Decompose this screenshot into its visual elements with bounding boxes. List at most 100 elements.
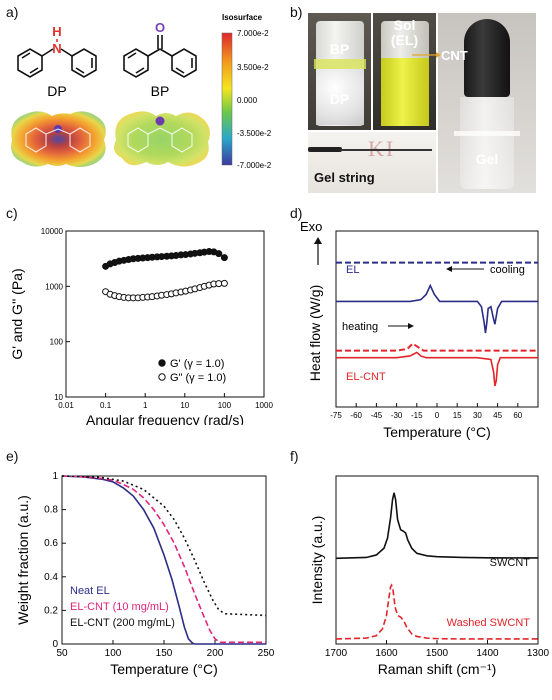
chart-e-ytick-label: 1 [52,471,58,482]
chart-d-ylabel: Heat flow (W/g) [307,285,323,381]
chart-d-exo-arrowhead [314,237,322,244]
vial-dp-text: DP [329,91,350,107]
gel-string-text: Gel string [314,170,375,185]
chart-d-xtick-label: -60 [350,411,362,420]
colorbar [221,32,233,166]
vial-bp-text: BP [329,41,350,57]
chart-f-xtick-label: 1500 [426,648,449,659]
chart-e-xtick-label: 250 [258,648,275,659]
chart-d-xtick-label: 45 [493,411,502,420]
cnt-text: CNT [441,48,468,63]
photo-sol-vial: Sol (EL) [373,13,436,130]
colorbar-tick-4: -7.000e-2 [237,161,272,170]
photo-gel-string: KI Gel string [308,132,436,193]
dp-esp-surface [11,111,106,167]
chart-c-legend-label-1: G" (γ = 1.0) [170,372,226,384]
chart-e-ytick-label: 0.4 [44,572,58,583]
chart-c-xtick-label: 100 [218,401,232,410]
chart-f-xlabel: Raman shift (cm⁻¹) [378,661,497,677]
chart-f-series-1 [335,583,538,640]
chart-e-ytick-label: 0.2 [44,605,58,616]
panel-c-label: c) [6,205,18,221]
chart-f-ylabel: Intensity (a.u.) [309,516,325,605]
chart-f-series-0 [335,492,539,560]
bp-esp-surface [114,111,210,167]
vial-sol-text: Sol (EL) [390,17,419,48]
chart-e-legend-label-0: Neat EL [70,585,110,597]
chart-c-legend-label-0: G' (γ = 1.0) [170,358,224,370]
chart-f-xtick-label: 1700 [325,648,348,659]
chart-c-xtick-label: 1000 [255,401,273,410]
chart-e-series-1 [61,475,266,644]
colorbar-tick-0: 7.000e-2 [237,29,269,38]
chart-d-xtick-label: -30 [391,411,403,420]
chart-c-point-s0 [220,254,228,262]
chart-c-xtick-label: 10 [180,401,189,410]
sol-to-cnt-arrow [412,52,441,58]
chart-e-series-0 [61,475,266,645]
chart-d-xtick-label: -45 [371,411,383,420]
chart-c-xlabel: Angular frequency (rad/s) [86,412,244,425]
chart-d-series-2 [336,342,538,352]
chart-f-xtick-label: 1400 [476,648,499,659]
chart-e-ytick-label: 0.8 [44,505,58,516]
panel-d-label: d) [290,205,303,221]
chart-c-point-s1 [220,279,228,287]
chart-e-xtick-label: 150 [156,648,173,659]
panel-a-label: a) [6,4,19,20]
dp-n-atom: N [52,41,61,56]
panel-b-label: b) [290,4,303,20]
chart-f-annot-washed: Washed SWCNT [447,617,531,629]
dp-h-atom: H [52,24,61,39]
photo-bp-dp-vial: BP DP [308,13,371,130]
chart-c-ytick-label: 10000 [41,227,64,236]
chart-c-legend-marker-0 [158,359,166,367]
chart-e-xtick-label: 100 [105,648,122,659]
chart-d-annot-el-cnt: EL-CNT [346,371,386,383]
chart-e: 50 100 150 200 250 0 0.2 0.4 0.6 0.8 1 Temperature … [15,471,275,677]
colorbar-tick-3: -3.500e-2 [237,129,272,138]
chart-d-annot-el: EL [346,264,359,276]
chart-c-ylabel: G' and G'' (Pa) [9,268,25,359]
chart-e-legend-label-1: EL-CNT (10 mg/mL) [70,601,169,613]
chart-c-ytick-label: 100 [50,338,64,347]
panel-a-molecules: N H DP O BP [11,13,272,170]
bp-structure [123,35,197,78]
chart-c-legend-marker-1 [158,373,166,381]
chart-d-annot-cooling: cooling [490,264,525,276]
chart-c-ytick-label: 1000 [45,282,63,291]
chart-c-xtick-label: 0.1 [100,401,112,410]
dp-structure [17,48,97,78]
chart-d-xlabel: Temperature (°C) [383,424,491,440]
photo-gel-tube: Gel [438,13,536,193]
chart-e-ylabel: Weight fraction (a.u.) [15,495,31,625]
chart-d-exo-label: Exo [300,219,322,234]
chart-d-xtick-label: 15 [453,411,462,420]
colorbar-tick-1: 3.500e-2 [237,63,269,72]
panel-f-label: f) [290,448,299,464]
colorbar-tick-2: 0.000 [237,96,258,105]
dp-name: DP [47,83,66,99]
chart-d-cooling-arrowhead [446,266,452,272]
chart-e-ytick-label: 0 [52,639,58,650]
chart-c-point-s0 [215,250,223,258]
chart-c-point-s1 [215,280,223,288]
chart-e-xlabel: Temperature (°C) [110,661,218,677]
gel-text: Gel [475,151,499,167]
chart-d-heating-arrowhead [408,323,414,329]
chart-f: 1700 1600 1500 1400 1300 Raman shift (cm⁻¹) In… [309,475,550,677]
chart-c: 0.01 0.1 1 10 100 1000 10 100 1000 10000 Angular f… [9,227,273,425]
chart-e-xtick-label: 50 [56,648,68,659]
chart-f-xtick-label: 1600 [375,648,398,659]
chart-d-xtick-label: -15 [411,411,423,420]
chart-f-xtick-label: 1300 [527,648,550,659]
chart-d-series-3 [336,351,538,387]
chart-d-xtick-label: -75 [330,411,342,420]
chart-f-annot-swcnt: SWCNT [490,557,531,569]
bp-o-atom: O [155,20,165,35]
chart-e-xtick-label: 200 [207,648,224,659]
chart-e-legend-label-2: EL-CNT (200 mg/mL) [70,617,175,629]
chart-d-xtick-label: 30 [473,411,482,420]
chart-d-annot-heating: heating [342,321,378,333]
colorbar-title: Isosurface [222,13,263,22]
